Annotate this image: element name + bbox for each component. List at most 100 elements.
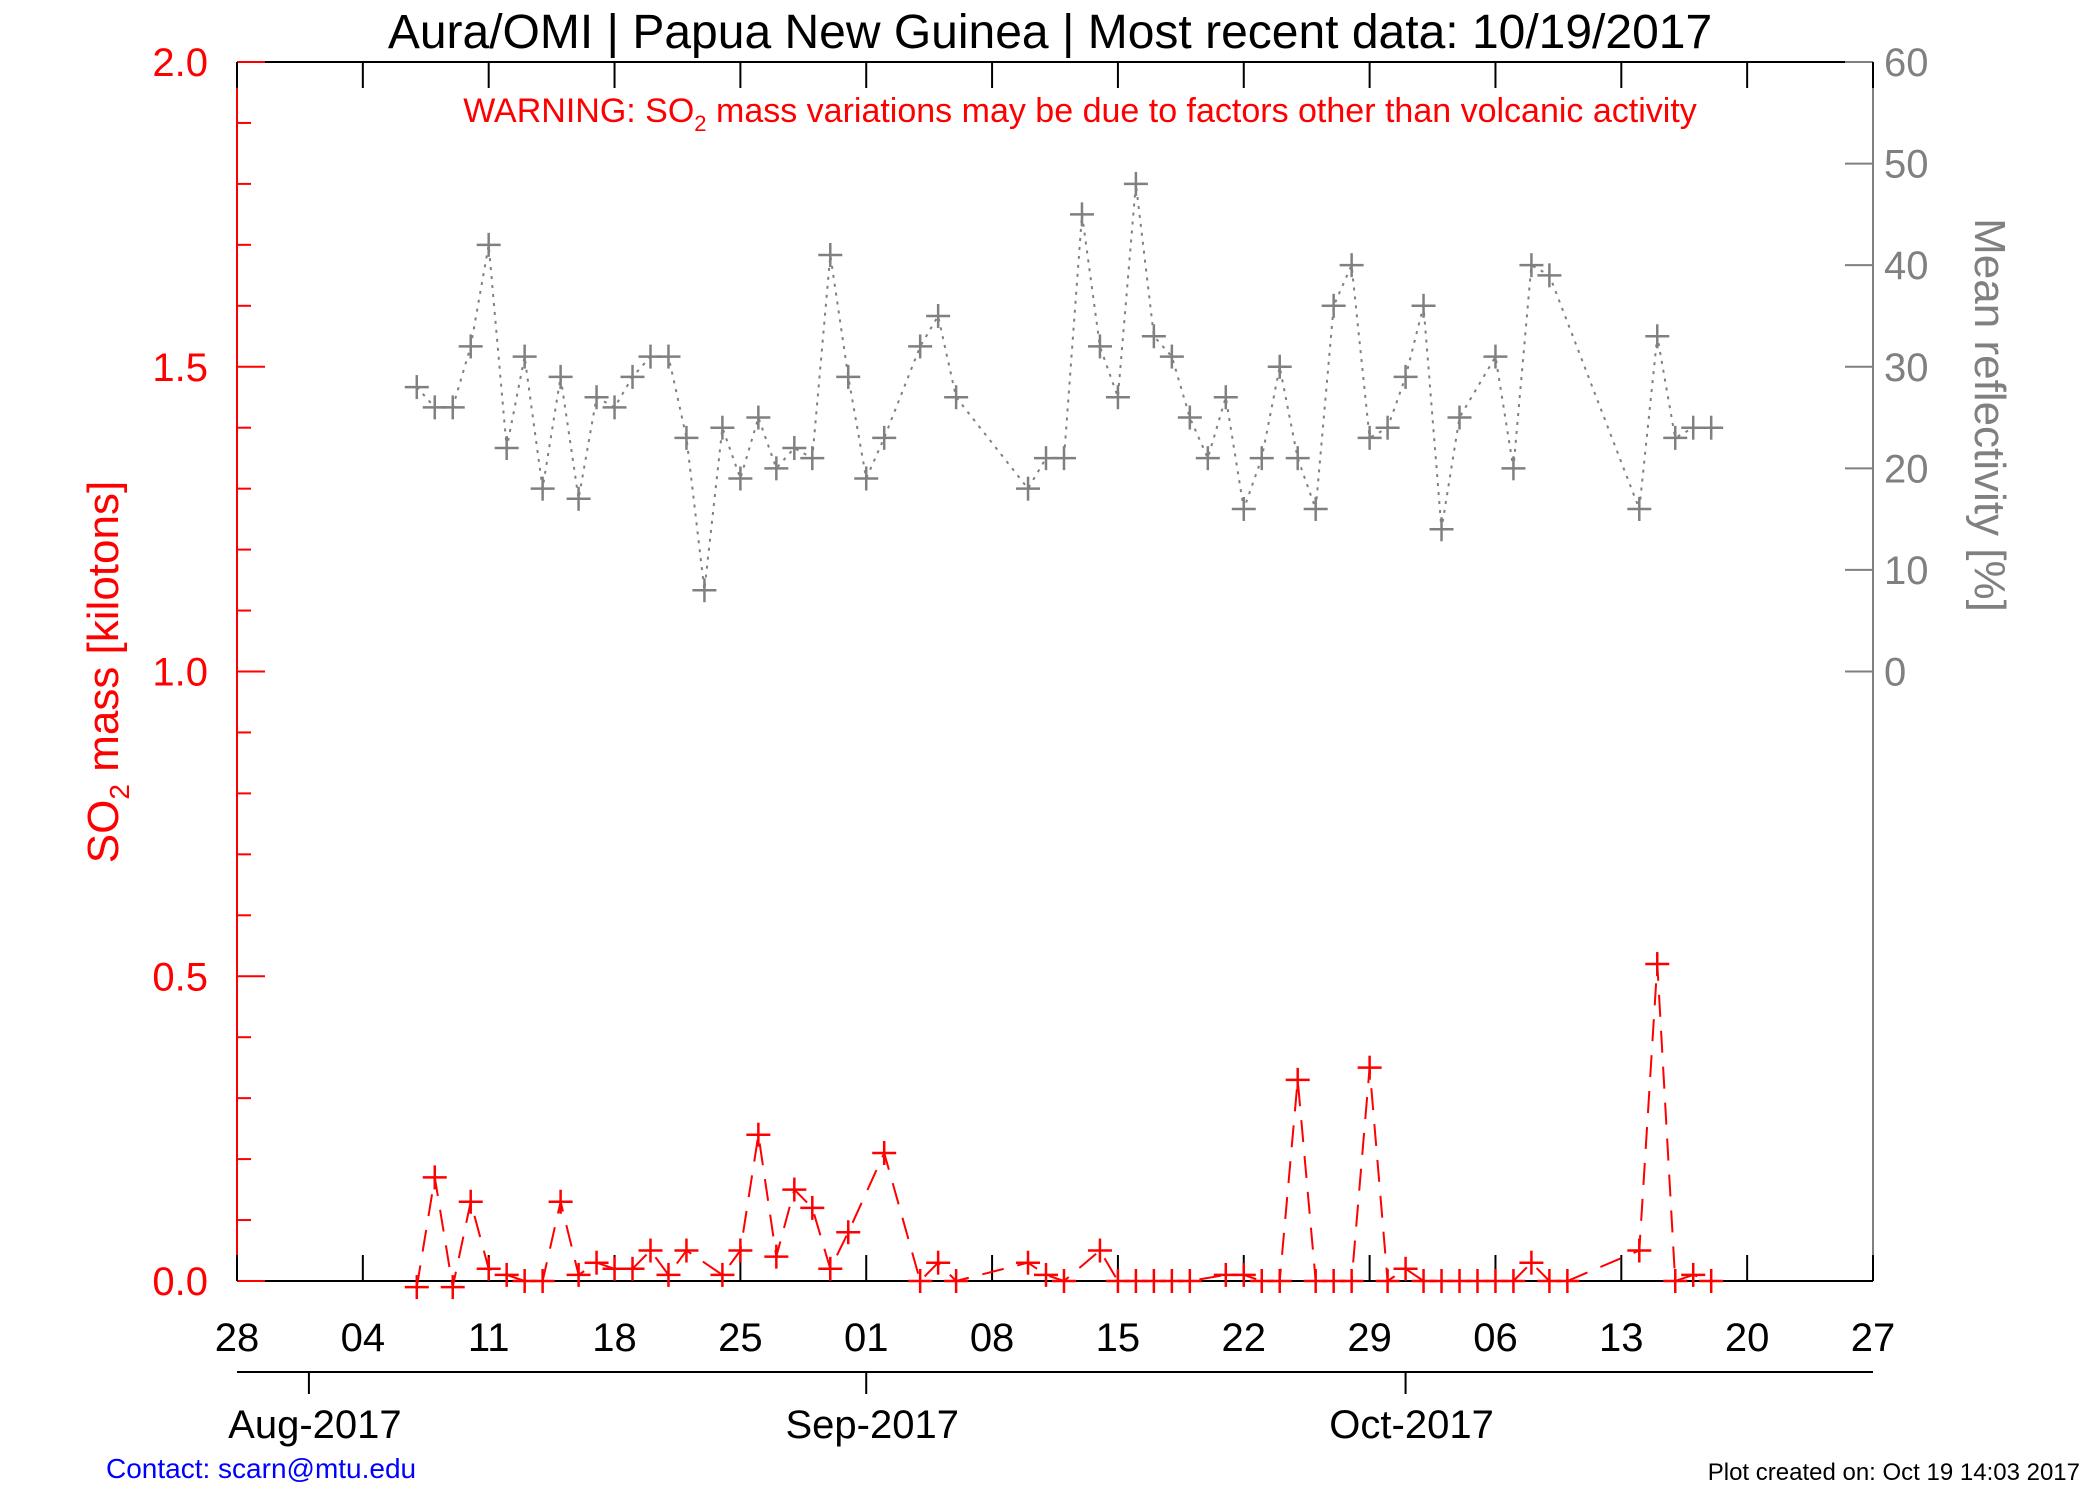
x-tick-label: 08 (970, 1316, 1015, 1360)
so2-series-line (415, 964, 1712, 1288)
reflectivity-point (458, 334, 483, 359)
reflectivity-point (440, 395, 465, 420)
so2-point (836, 1220, 861, 1245)
so2-point (1051, 1269, 1076, 1293)
month-label: Sep-2017 (785, 1403, 958, 1447)
x-tick-label: 27 (1851, 1316, 1896, 1360)
left-axis-label: SO2 mass [kilotons] (79, 481, 135, 863)
so2-point (1663, 1269, 1688, 1293)
reflectivity-point (566, 486, 591, 511)
so2-point (908, 1269, 933, 1293)
so2-point (494, 1262, 519, 1287)
reflectivity-point (494, 436, 519, 461)
reflectivity-point (1339, 253, 1364, 278)
left-tick-label: 2.0 (152, 41, 208, 85)
reflectivity-point (1393, 364, 1418, 389)
so2-point (404, 1275, 429, 1300)
reflectivity-point (1501, 456, 1526, 481)
reflectivity-point (710, 415, 735, 440)
reflectivity-point (1303, 496, 1328, 521)
so2-point (566, 1262, 591, 1287)
reflectivity-point (1213, 385, 1238, 410)
reflectivity-point (1087, 334, 1112, 359)
so2-point (1267, 1269, 1292, 1293)
x-tick-label: 25 (718, 1316, 763, 1360)
x-tick-label: 15 (1096, 1316, 1141, 1360)
so2-point (1627, 1238, 1652, 1263)
right-tick-label: 0 (1884, 651, 1906, 695)
so2-point (656, 1262, 681, 1287)
so2-point (926, 1250, 951, 1275)
so2-point (620, 1256, 645, 1281)
right-axis-label: Mean reflectivity [%] (1965, 218, 2014, 612)
so2-point (746, 1122, 771, 1147)
reflectivity-series-line (416, 183, 1712, 591)
left-tick-label: 1.0 (152, 651, 208, 695)
warning-suffix: mass variations may be due to factors ot… (707, 92, 1697, 130)
so2-point (1285, 1067, 1310, 1092)
reflectivity-point (1537, 263, 1562, 288)
x-tick-label: 20 (1725, 1316, 1770, 1360)
reflectivity-point (1069, 202, 1094, 227)
reflectivity-point (854, 466, 879, 491)
so2-point (1555, 1269, 1580, 1293)
reflectivity-point (800, 446, 825, 471)
so2-point (674, 1238, 699, 1263)
so2-point (440, 1275, 465, 1300)
so2-point (1177, 1269, 1202, 1293)
chart-title: Aura/OMI | Papua New Guinea | Most recen… (388, 6, 1712, 59)
reflectivity-point (1357, 425, 1382, 450)
right-tick-label: 30 (1884, 346, 1929, 390)
so2-point (1501, 1269, 1526, 1293)
reflectivity-point (1267, 354, 1292, 379)
warning-prefix: WARNING: SO (463, 92, 694, 130)
month-axis: Aug-2017 Sep-2017 Oct-2017 (228, 1372, 1494, 1447)
reflectivity-point (692, 578, 717, 603)
so2-point (818, 1256, 843, 1281)
x-tick-label: 04 (341, 1316, 386, 1360)
reflectivity-point (1105, 385, 1130, 410)
reflectivity-point (908, 334, 933, 359)
reflectivity-point (728, 466, 753, 491)
so2-point (638, 1238, 663, 1263)
reflectivity-point (674, 425, 699, 450)
warning-subscript: 2 (694, 111, 706, 136)
so2-point (1016, 1250, 1041, 1275)
reflectivity-point (836, 364, 861, 389)
right-tick-label: 60 (1884, 41, 1929, 85)
reflectivity-point (1141, 324, 1166, 349)
so2-point (422, 1165, 447, 1190)
reflectivity-point (548, 364, 573, 389)
so2-point (1519, 1250, 1544, 1275)
reflectivity-point (1321, 293, 1346, 318)
so2-point (1034, 1262, 1059, 1287)
contact-text: Contact: scarn@mtu.edu (106, 1453, 416, 1484)
reflectivity-point (1051, 446, 1076, 471)
reflectivity-point (1447, 405, 1472, 430)
so2-point (710, 1262, 735, 1287)
so2-point (728, 1238, 753, 1263)
x-tick-label: 13 (1599, 1316, 1644, 1360)
left-tick-label: 0.0 (152, 1260, 208, 1304)
series-layer (404, 171, 1724, 1300)
x-tick-label: 01 (844, 1316, 889, 1360)
right-tick-label: 10 (1884, 549, 1929, 593)
reflectivity-point (944, 385, 969, 410)
reflectivity-point (1411, 293, 1436, 318)
month-label: Aug-2017 (228, 1403, 401, 1447)
so2-point (1357, 1055, 1382, 1080)
left-tick-label: 0.5 (152, 955, 208, 999)
reflectivity-point (404, 375, 429, 400)
reflectivity-point (1016, 476, 1041, 501)
reflectivity-point (1123, 171, 1148, 196)
so2-point (476, 1256, 501, 1281)
reflectivity-point (1519, 253, 1544, 278)
so2-point (1393, 1256, 1418, 1281)
so2-point (1339, 1269, 1364, 1293)
right-tick-label: 40 (1884, 244, 1929, 288)
reflectivity-point (620, 364, 645, 389)
so2-point (548, 1189, 573, 1214)
so2-point (1681, 1262, 1706, 1287)
reflectivity-point (1645, 324, 1670, 349)
